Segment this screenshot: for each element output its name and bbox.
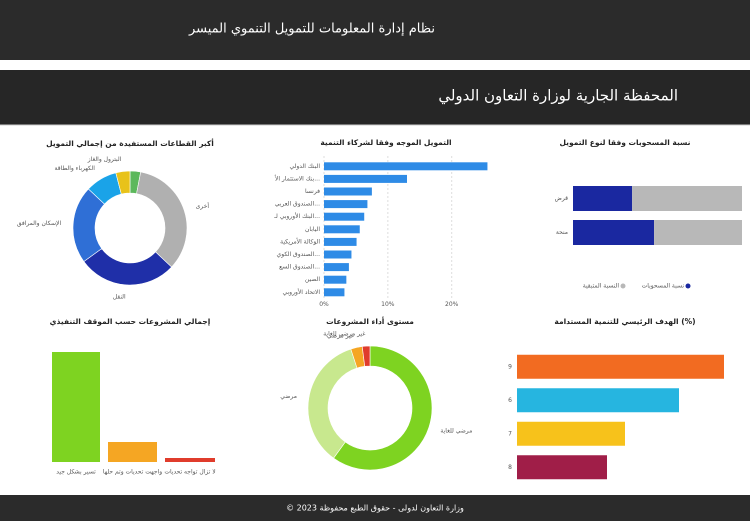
legend-swatch <box>685 283 691 289</box>
segment-label: الكهرباء والطاقة <box>55 165 96 172</box>
segment-label: أخرى <box>196 202 210 210</box>
category-label: الصين <box>305 276 320 283</box>
top-bar <box>0 0 750 60</box>
footer-text: © وزارة التعاون لدولى - حقوق الطبع محفوظ… <box>286 504 464 513</box>
category-label: لا تزال تواجه تحديات <box>164 469 215 476</box>
chart-title: أكبر القطاعات المستفيدة من إجمالي التموي… <box>46 138 214 148</box>
segment-label: الإسكان والمرافق <box>17 220 62 227</box>
bar <box>324 162 488 171</box>
x-tick-label: 0% <box>319 301 329 308</box>
dashboard-title: المحفظة الجارية لوزارة التعاون الدولي <box>438 87 678 106</box>
segment-label: مرضي <box>280 393 297 400</box>
category-label: البنك الأوروبي لـ... <box>273 212 320 220</box>
bar <box>324 212 365 221</box>
bar <box>324 288 345 297</box>
category-label: منحة <box>556 229 568 236</box>
bar-segment <box>632 186 742 211</box>
category-label: الوكالة الأمريكية <box>280 237 320 245</box>
donut-segment <box>307 348 358 459</box>
chart-title: مستوى أداء المشروعات <box>326 316 414 326</box>
bar <box>517 421 625 446</box>
category-label: الصندوق السع... <box>279 264 320 271</box>
bar <box>324 250 352 259</box>
category-label: الصندوق الكوي... <box>277 251 321 258</box>
category-label: البنك الدولي <box>290 163 321 170</box>
bar <box>517 455 607 480</box>
category-label: تسير بشكل جيد <box>56 469 96 476</box>
bar <box>517 354 724 379</box>
category-label: 9 <box>508 363 512 370</box>
category-label: قرض <box>555 195 569 202</box>
chart-title: إجمالي المشروعات حسب الموقف التنفيذي <box>50 317 211 326</box>
legend-swatch <box>620 283 626 289</box>
bar <box>517 388 679 413</box>
bar <box>324 225 360 234</box>
bar <box>324 237 357 246</box>
chart-title: التمويل الموجه وفقا لشركاء التنمية <box>320 138 451 147</box>
app-title: نظام إدارة المعلومات للتمويل التنموي الم… <box>188 22 435 37</box>
category-label: الاتحاد الأوروبي <box>283 288 321 296</box>
segment-label: مرضي للغاية <box>440 427 472 434</box>
bar <box>52 352 100 462</box>
donut-segment <box>333 345 433 471</box>
legend-label: نسبة المسحوبات <box>642 283 685 290</box>
donut-segment <box>115 170 131 195</box>
segment-label: البترول والغاز <box>87 156 122 163</box>
footer-bar <box>0 495 750 521</box>
bar-segment <box>654 220 742 245</box>
bar-segment <box>573 186 633 211</box>
x-tick-label: 20% <box>445 301 459 308</box>
category-label: 6 <box>508 397 512 404</box>
legend-label: النسبة المتبقية <box>583 283 620 290</box>
segment-label: غير مرضي للغاية <box>323 331 365 338</box>
category-label: بنك الاستثمار الأ... <box>274 174 320 182</box>
bar <box>324 187 372 196</box>
bar <box>324 263 349 272</box>
donut-segment <box>136 171 188 268</box>
category-label: واجهت تحديات وتم حلها <box>103 469 162 476</box>
chart-title: نسبة المسحوبات وفقا لنوع التمويل <box>559 138 690 147</box>
category-label: اليابان <box>305 226 320 233</box>
category-label: 7 <box>508 430 512 437</box>
category-label: فرنسا <box>305 188 320 195</box>
category-label: 8 <box>508 464 512 471</box>
bar-segment <box>573 220 655 245</box>
bar <box>324 275 347 284</box>
bar <box>324 200 368 209</box>
donut-segment <box>361 345 371 367</box>
bar <box>165 458 215 462</box>
category-label: الصندوق العربي... <box>275 201 320 208</box>
segment-label: غير مرضي <box>327 332 354 339</box>
bar <box>324 174 407 183</box>
chart-title: الهدف الرئيسي للتنمية المستدامة (%) <box>554 317 695 326</box>
title-panel <box>0 70 750 125</box>
bar <box>108 442 157 462</box>
segment-label: النقل <box>113 293 126 300</box>
x-tick-label: 10% <box>381 301 395 308</box>
